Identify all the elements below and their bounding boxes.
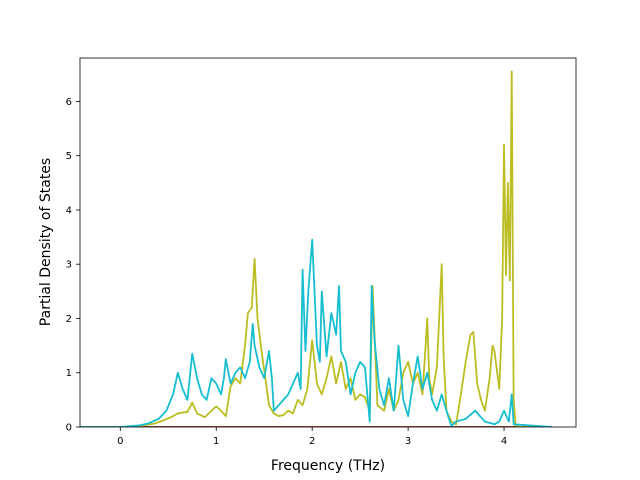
y-tick-label: 1: [66, 368, 72, 379]
x-axis: 0 1 2 3 4: [117, 427, 507, 447]
x-tick-label: 2: [309, 436, 315, 447]
y-axis-label: Partial Density of States: [38, 158, 54, 326]
y-tick-label: 5: [66, 151, 72, 162]
x-tick-label: 1: [213, 436, 219, 447]
y-tick-label: 4: [66, 205, 72, 216]
x-tick-label: 3: [405, 436, 411, 447]
y-tick-label: 2: [66, 314, 72, 325]
y-axis: 0 1 2 3 4 5 6: [66, 97, 80, 434]
x-tick-label: 0: [117, 436, 123, 447]
y-tick-label: 6: [66, 97, 72, 108]
pdos-series-line-1: [80, 238, 553, 427]
x-tick-label: 4: [501, 436, 507, 447]
y-tick-label: 3: [66, 260, 72, 271]
y-tick-label: 0: [66, 423, 72, 434]
pdos-series-line-0: [80, 70, 553, 427]
x-axis-label: Frequency (THz): [271, 458, 385, 474]
plot-frame: [79, 57, 577, 428]
